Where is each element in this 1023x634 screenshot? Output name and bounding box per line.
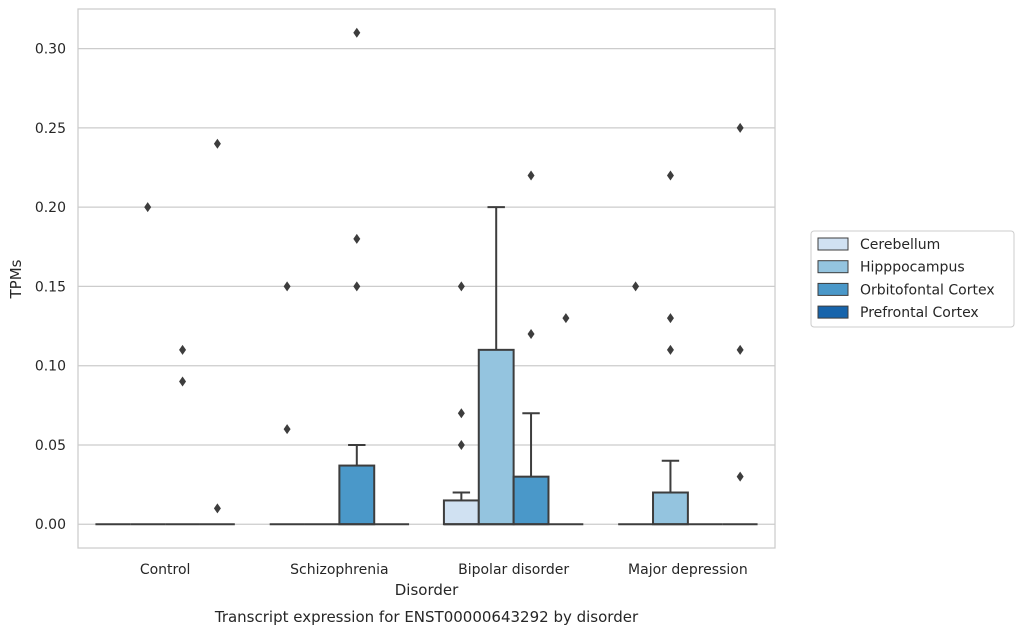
- outlier-point: [353, 233, 361, 244]
- outlier-point: [527, 328, 535, 339]
- legend-swatch: [817, 305, 849, 319]
- outlier-point: [283, 424, 291, 435]
- outlier-point: [457, 408, 465, 419]
- box-group: [338, 443, 376, 526]
- legend-label: Prefrontal Cortex: [860, 305, 979, 321]
- x-tick-label: Major depression: [628, 562, 748, 578]
- legend-frame: [810, 230, 1015, 328]
- outlier-point: [632, 281, 640, 292]
- x-tick-label: Control: [140, 562, 191, 578]
- y-tick-label: 0.00: [35, 517, 66, 533]
- legend-label: Cerebellum: [860, 237, 940, 253]
- legend: Cerebellum Hipppocampus Orbitofontal Corte…: [810, 230, 1015, 328]
- outlier-point: [213, 138, 221, 149]
- outlier-point: [213, 503, 221, 514]
- outlier-point: [666, 344, 674, 355]
- box: [442, 499, 480, 526]
- legend-label: Orbitofontal Cortex: [860, 282, 995, 298]
- grid-lines: [78, 48, 775, 525]
- legend-label: Hipppocampus: [860, 260, 965, 276]
- outlier-point: [353, 27, 361, 38]
- y-tick-label: 0.05: [35, 438, 66, 454]
- box-group: [512, 412, 550, 526]
- legend-swatch: [817, 260, 849, 274]
- outlier-point: [457, 281, 465, 292]
- legend-swatch: [817, 282, 849, 296]
- outlier-point: [353, 281, 361, 292]
- boxes-layer: [95, 206, 758, 526]
- box: [477, 348, 515, 526]
- x-tick-label: Schizophrenia: [290, 562, 388, 578]
- outlier-point: [283, 281, 291, 292]
- box: [512, 475, 550, 526]
- y-tick-label: 0.30: [35, 42, 66, 58]
- y-tick-label: 0.20: [35, 200, 66, 216]
- outlier-point: [666, 170, 674, 181]
- box-group: [652, 459, 689, 526]
- y-tick-label: 0.25: [35, 121, 66, 137]
- chart-caption: Transcript expression for ENST0000064329…: [214, 608, 639, 626]
- outlier-point: [562, 313, 570, 324]
- box-group: [442, 491, 480, 526]
- y-tick-label: 0.10: [35, 359, 66, 375]
- outlier-point: [144, 202, 152, 213]
- outlier-point: [179, 344, 187, 355]
- box: [338, 464, 376, 526]
- outlier-point: [736, 471, 744, 482]
- box: [652, 491, 689, 526]
- box-group: [477, 206, 515, 526]
- x-tick-label: Bipolar disorder: [458, 562, 569, 578]
- outlier-point: [179, 376, 187, 387]
- outlier-point: [457, 439, 465, 450]
- outlier-point: [736, 122, 744, 133]
- outlier-point: [666, 313, 674, 324]
- outliers-layer: [144, 27, 744, 514]
- y-tick-label: 0.15: [35, 279, 66, 295]
- y-axis-label: TPMs: [7, 259, 25, 299]
- outlier-point: [736, 344, 744, 355]
- legend-swatch: [817, 237, 849, 251]
- plot-area-frame: [77, 8, 776, 549]
- y-axis-ticks: 0.00 0.05 0.10 0.15 0.20 0.25 0.30: [35, 42, 66, 534]
- outlier-point: [527, 170, 535, 181]
- x-axis-label: Disorder: [395, 581, 459, 599]
- x-axis-ticks: Control Schizophrenia Bipolar disorder Majo…: [140, 562, 748, 578]
